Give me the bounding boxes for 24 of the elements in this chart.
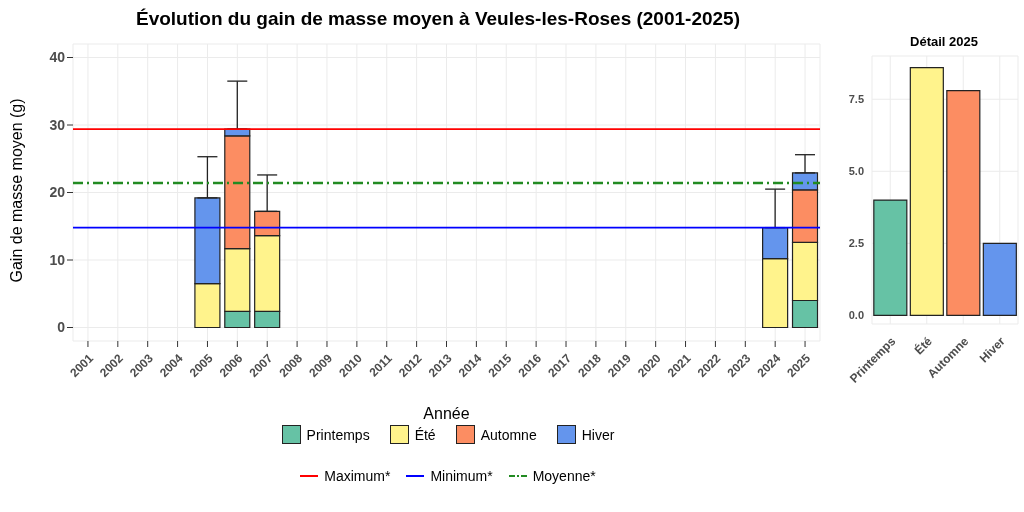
bar <box>946 89 981 316</box>
x-axis-title: Année <box>423 405 470 422</box>
legend-label: Maximum* <box>323 468 391 484</box>
y-tick-label: 30 <box>49 116 66 133</box>
bar <box>909 66 944 316</box>
y-tick-label: 5.0 <box>848 165 864 178</box>
y-tick-label: 40 <box>49 49 66 66</box>
y-axis-title: Gain de masse moyen (g) <box>7 98 25 283</box>
legend-label: Automne <box>479 425 537 444</box>
chart-title: Détail 2025 <box>909 34 979 51</box>
chart-title: Évolution du gain de masse moyen à Veules-les-Roses (2001-2025) <box>135 8 741 31</box>
legend-label: Moyenne* <box>531 468 596 484</box>
bar <box>982 242 1017 316</box>
bar <box>873 199 908 316</box>
y-tick-label: 2.5 <box>848 237 864 250</box>
y-tick-label: 0 <box>57 319 66 336</box>
y-tick-label: 0.0 <box>848 309 864 322</box>
y-tick-label: 20 <box>49 184 66 201</box>
y-tick-label: 10 <box>49 251 66 268</box>
legend-label: Printemps <box>305 425 370 444</box>
legend-label: Hiver <box>580 425 615 444</box>
legend-label: Minimum* <box>429 468 493 484</box>
y-tick-label: 7.5 <box>848 93 864 106</box>
legend-label: Été <box>413 425 436 444</box>
